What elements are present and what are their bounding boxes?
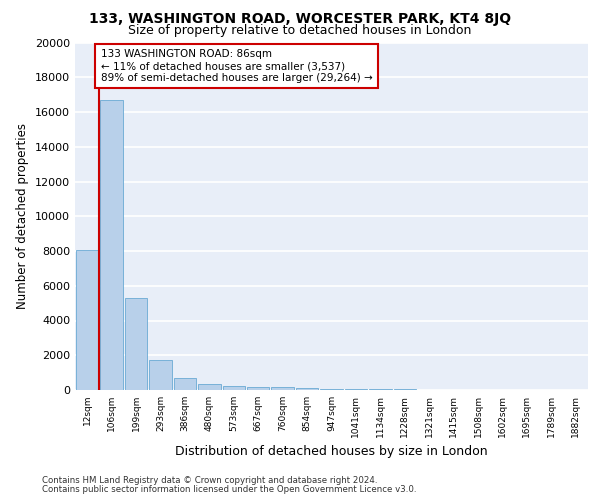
Bar — [271, 387, 294, 390]
Bar — [125, 298, 148, 390]
Bar — [173, 378, 196, 390]
Text: Contains HM Land Registry data © Crown copyright and database right 2024.: Contains HM Land Registry data © Crown c… — [42, 476, 377, 485]
Bar — [344, 389, 367, 390]
Bar — [296, 388, 319, 390]
Bar — [198, 384, 221, 390]
Bar — [247, 386, 269, 390]
Bar — [76, 250, 98, 390]
Bar — [320, 388, 343, 390]
Text: Size of property relative to detached houses in London: Size of property relative to detached ho… — [128, 24, 472, 37]
Bar — [223, 386, 245, 390]
X-axis label: Distribution of detached houses by size in London: Distribution of detached houses by size … — [175, 446, 488, 458]
Text: Contains public sector information licensed under the Open Government Licence v3: Contains public sector information licen… — [42, 484, 416, 494]
Bar — [100, 100, 123, 390]
Text: 133 WASHINGTON ROAD: 86sqm
← 11% of detached houses are smaller (3,537)
89% of s: 133 WASHINGTON ROAD: 86sqm ← 11% of deta… — [101, 50, 373, 82]
Text: 133, WASHINGTON ROAD, WORCESTER PARK, KT4 8JQ: 133, WASHINGTON ROAD, WORCESTER PARK, KT… — [89, 12, 511, 26]
Bar — [149, 360, 172, 390]
Y-axis label: Number of detached properties: Number of detached properties — [16, 123, 29, 309]
